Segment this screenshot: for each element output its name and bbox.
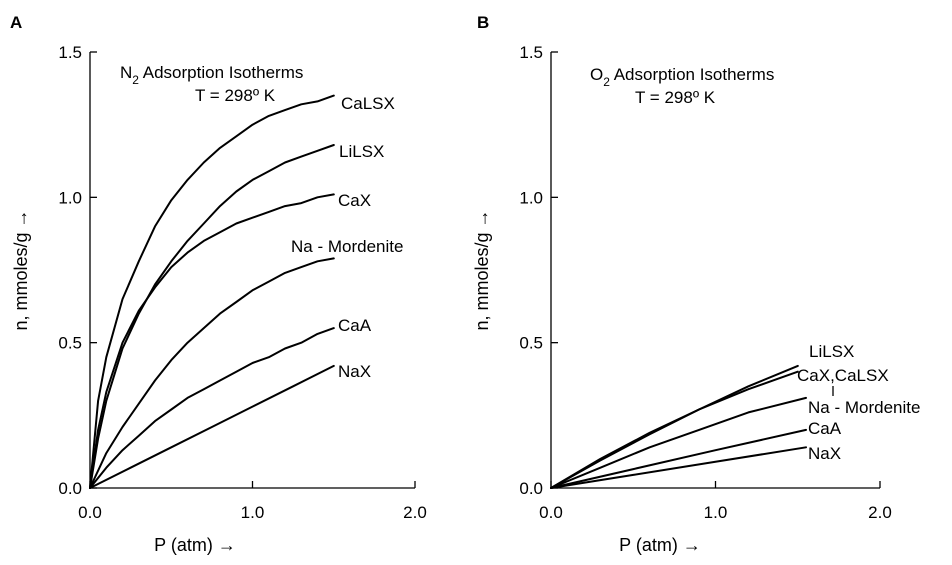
panel-a-y-tick-label: 1.0: [58, 188, 82, 207]
panel-a-y-tick-label: 0.5: [58, 334, 82, 353]
panel-a-label-lilsx: LiLSX: [339, 142, 384, 161]
panel-b-oxygen-isotherms: B O2 Adsorption Isotherms T = 298º K P (…: [472, 13, 920, 555]
panel-a-label-na-mordenite: Na - Mordenite: [291, 237, 403, 256]
panel-a-y-label: n, mmoles/g →: [11, 209, 31, 330]
panel-a-title: N2 Adsorption Isotherms: [120, 63, 303, 87]
panel-a-x-label: P (atm) →: [154, 535, 236, 555]
panel-a-label-caa: CaA: [338, 316, 372, 335]
panel-b-title: O2 Adsorption Isotherms: [590, 65, 774, 89]
panel-a-label-cax: CaX: [338, 191, 371, 210]
panel-a-label-nax: NaX: [338, 362, 371, 381]
panel-a-x-tick-label: 2.0: [403, 503, 427, 522]
panel-b-series-na-mordenite: [550, 396, 807, 489]
panel-a-curves: [89, 94, 335, 489]
panel-b-label-nax: NaX: [808, 444, 841, 463]
panel-a-series-cax: [89, 193, 335, 489]
panel-a-series-calsx: [89, 94, 335, 489]
panel-b-series-caa: [550, 428, 807, 489]
panel-a-y-tick-label: 1.5: [58, 43, 82, 62]
panel-a-series-lilsx: [89, 144, 335, 489]
panel-a-series-na-mordenite: [89, 257, 335, 489]
panel-b-x-tick-label: 2.0: [868, 503, 892, 522]
panel-a-nitrogen-isotherms: A N2 Adsorption Isotherms T = 298º K P (…: [10, 13, 427, 555]
panel-b-label-caa: CaA: [808, 419, 842, 438]
panel-b-y-tick-label: 0.0: [519, 479, 543, 498]
panel-b-x-tick-label: 0.0: [539, 503, 563, 522]
panel-b-x-tick-label: 1.0: [704, 503, 728, 522]
panel-b-y-tick-label: 1.0: [519, 188, 543, 207]
panel-b-series-nax: [550, 446, 807, 489]
panel-b-y-tick-label: 1.5: [519, 43, 543, 62]
panel-b-y-label: n, mmoles/g →: [472, 209, 492, 330]
panel-b-label-cax-calsx: CaX,CaLSX: [797, 366, 889, 385]
panel-a-x-tick-label: 0.0: [78, 503, 102, 522]
panel-b-ticks: 0.0 0.5 1.0 1.5 0.0 1.0 2.0: [519, 43, 891, 522]
panel-b-curves: [550, 364, 807, 489]
panel-a-y-tick-label: 0.0: [58, 479, 82, 498]
panel-b-title-species: O: [590, 65, 603, 84]
panel-b-series-cax-calsx: [550, 370, 799, 489]
panel-a-ticks: 0.0 0.5 1.0 1.5 0.0 1.0 2.0: [58, 43, 426, 522]
panel-b-label-na-mordenite: Na - Mordenite: [808, 398, 920, 417]
panel-a-series-nax: [89, 364, 335, 489]
panel-a-title-rest: Adsorption Isotherms: [139, 63, 303, 82]
panel-a-subtitle: T = 298º K: [195, 86, 276, 105]
panel-b-subtitle: T = 298º K: [635, 88, 716, 107]
panel-b-label-lilsx: LiLSX: [809, 342, 854, 361]
panel-a-title-subscript: 2: [132, 73, 139, 87]
panel-b-title-subscript: 2: [603, 75, 610, 89]
panel-a-letter: A: [10, 13, 22, 32]
panel-b-letter: B: [477, 13, 489, 32]
panel-a-x-tick-label: 1.0: [241, 503, 265, 522]
panel-a-series-caa: [89, 327, 335, 489]
panel-b-x-label: P (atm) →: [619, 535, 701, 555]
panel-b-title-rest: Adsorption Isotherms: [610, 65, 774, 84]
panel-a-title-species: N: [120, 63, 132, 82]
panel-a-label-calsx: CaLSX: [341, 94, 395, 113]
panel-b-y-tick-label: 0.5: [519, 334, 543, 353]
